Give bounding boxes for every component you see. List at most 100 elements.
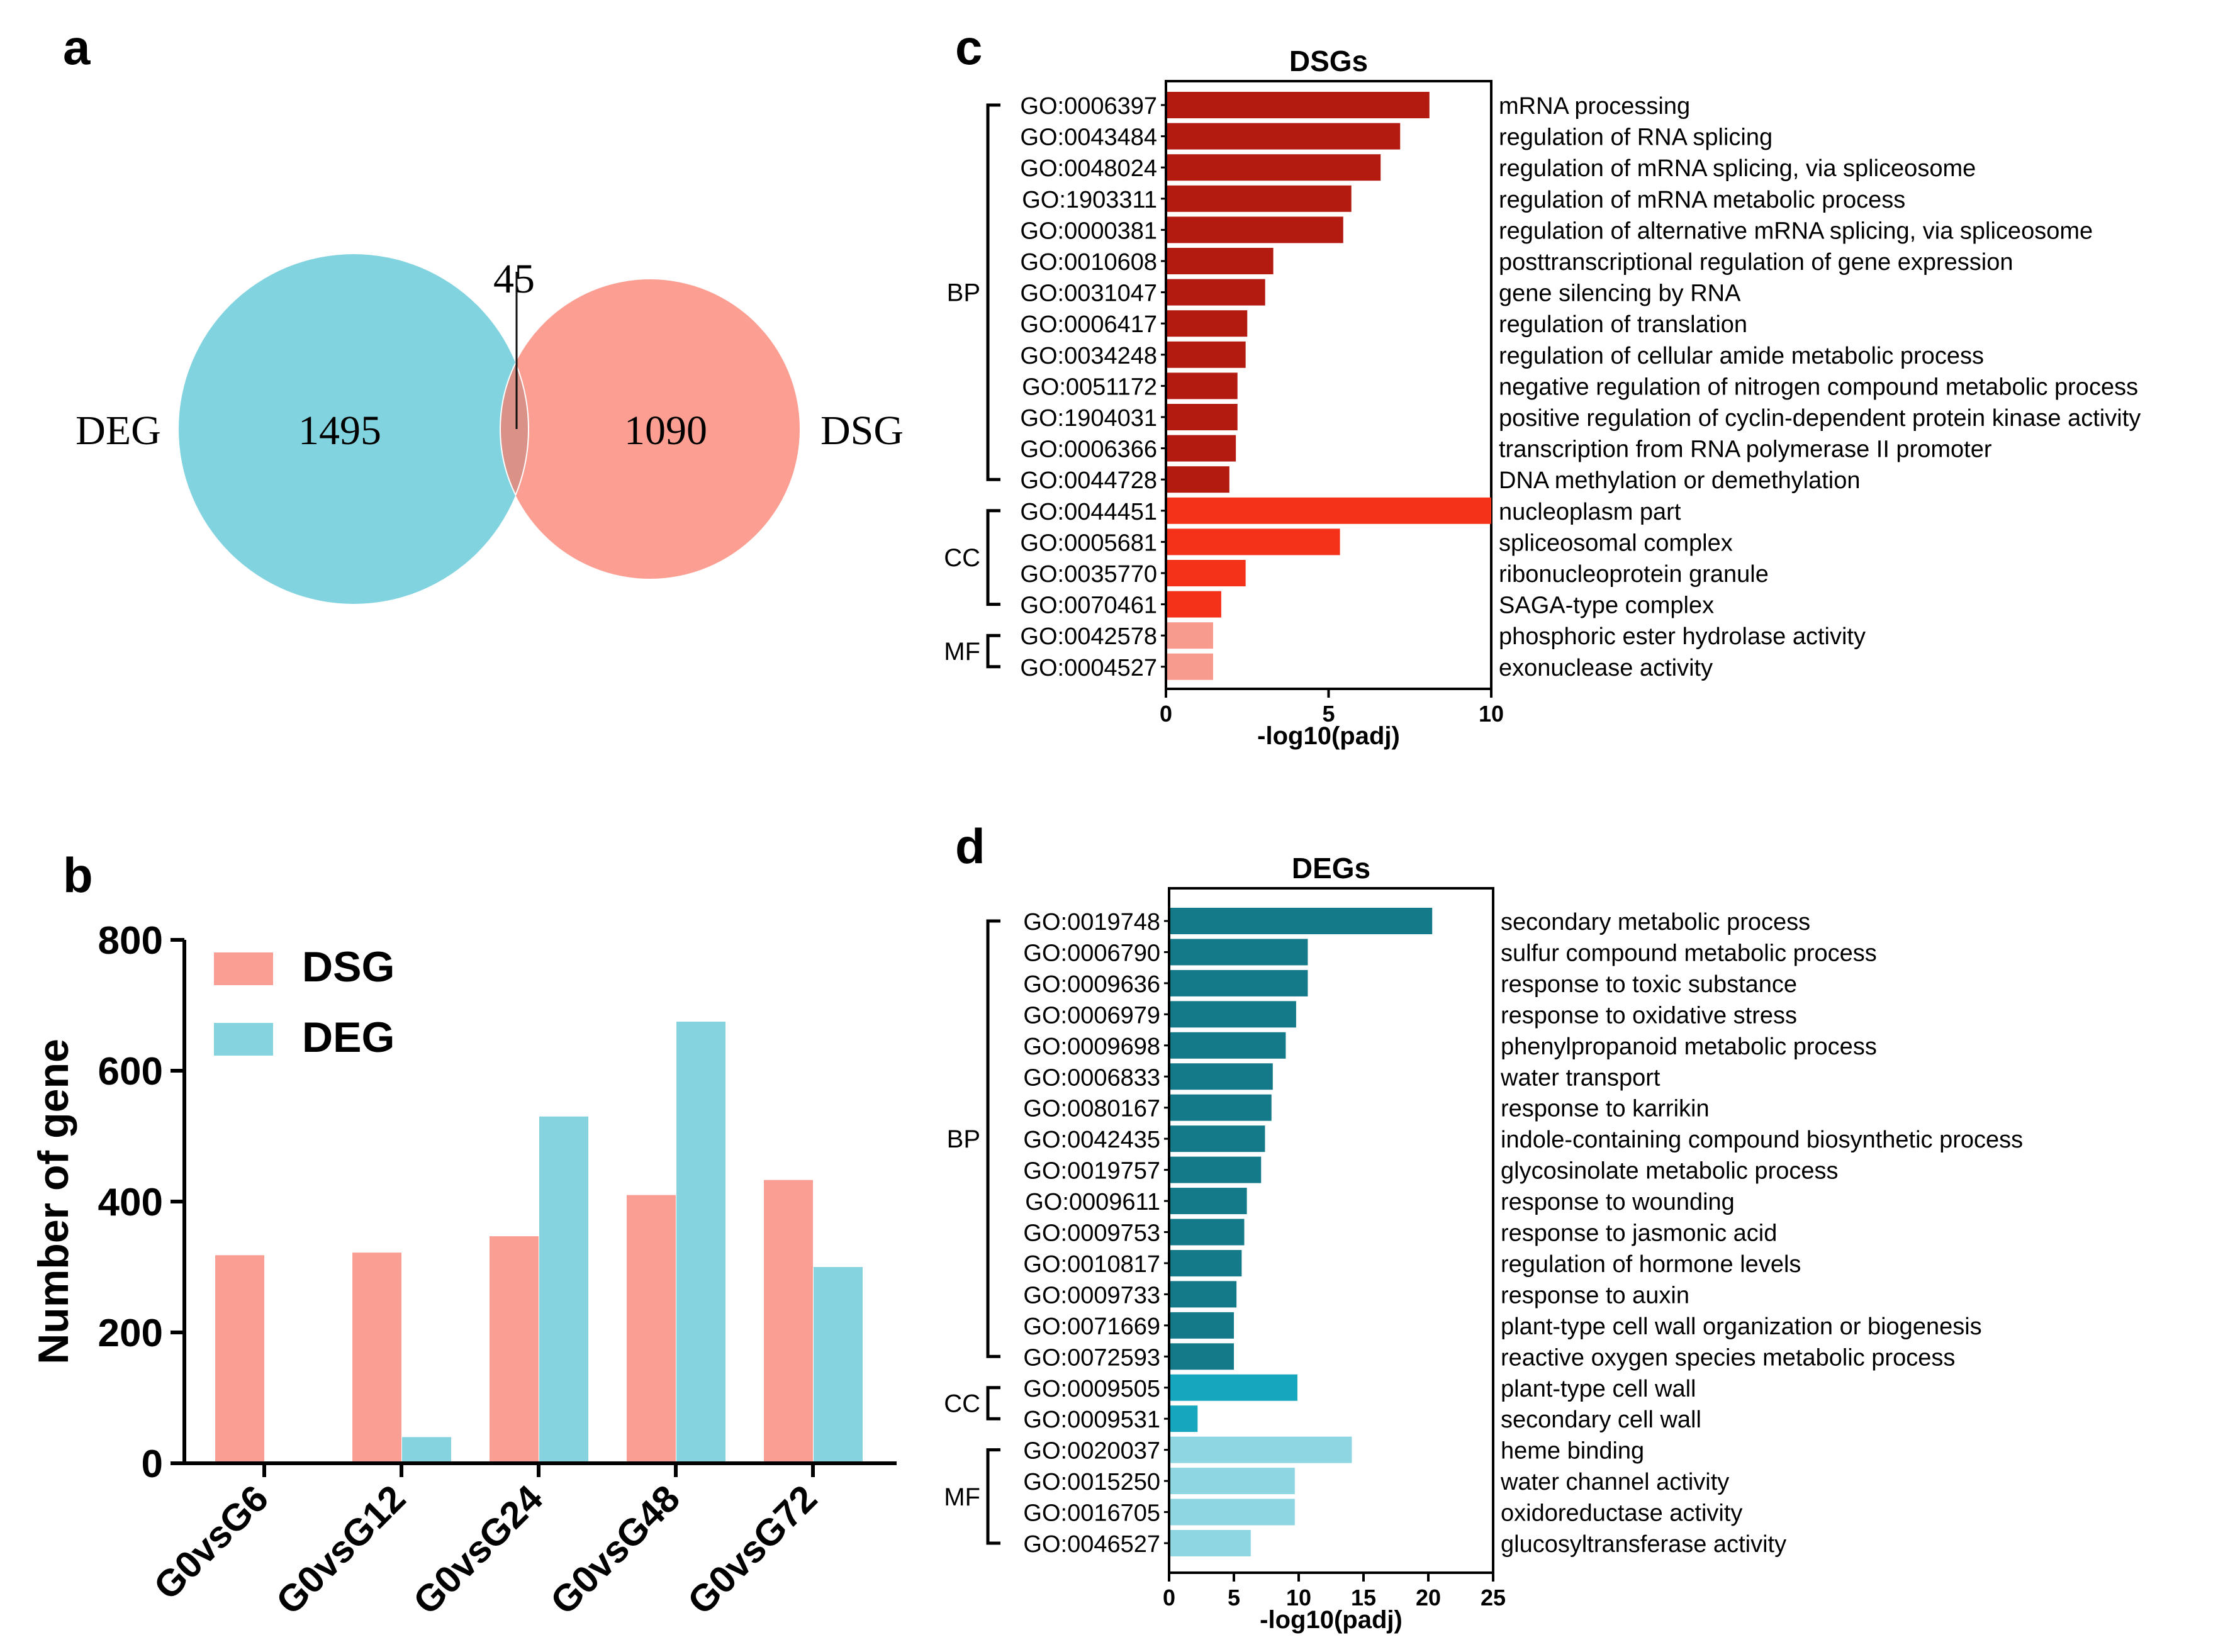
x-axis-title: -log10(padj) — [1257, 722, 1400, 750]
go-id-label: GO:0005681 — [1020, 530, 1157, 556]
go-term-label: regulation of cellular amide metabolic p… — [1499, 343, 1984, 369]
chart-go-degs: DEGs GO:0019748 secondary metabolic proces… — [944, 852, 2023, 1634]
go-id-label: GO:0042578 — [1020, 623, 1157, 650]
go-term-label: response to jasmonic acid — [1501, 1220, 1777, 1247]
go-id-label: GO:0071669 — [1023, 1314, 1160, 1340]
go-id-label: GO:0006833 — [1023, 1064, 1160, 1091]
bar-dsg — [627, 1195, 676, 1461]
x-tick-label: G0vsG24 — [405, 1476, 551, 1622]
go-term-label: ribonucleoprotein granule — [1499, 561, 1769, 588]
venn-left-label: DEG — [76, 408, 161, 454]
go-id-label: GO:0015250 — [1023, 1469, 1160, 1495]
go-term-label: transcription from RNA polymerase II pro… — [1499, 437, 1992, 463]
x-axis-title: -log10(padj) — [1260, 1606, 1403, 1634]
x-tick-label: 0 — [1160, 701, 1172, 727]
go-bar — [1167, 560, 1246, 586]
plot-frame — [1168, 887, 1494, 1574]
go-bar — [1170, 1094, 1272, 1121]
venn-overlap-region — [500, 361, 530, 497]
go-bar — [1170, 969, 1308, 996]
legend-swatch — [214, 952, 273, 985]
x-tick-label: G0vsG72 — [680, 1477, 825, 1622]
go-term-label: response to oxidative stress — [1501, 1002, 1797, 1029]
x-tick-label: 5 — [1228, 1585, 1240, 1610]
go-term-label: phosphoric ester hydrolase activity — [1499, 623, 1866, 650]
go-id-label: GO:0080167 — [1023, 1096, 1160, 1122]
go-id-label: GO:0048024 — [1020, 155, 1157, 182]
go-term-label: plant-type cell wall organization or bio… — [1501, 1314, 1982, 1340]
chart-gene-counts: 0 200 400 600 800 Number of gene G0vsG6G0vsG12… — [30, 919, 897, 1622]
go-id-label: GO:0031047 — [1020, 281, 1157, 307]
bar-dsg — [490, 1236, 539, 1461]
go-term-label: glycosinolate metabolic process — [1501, 1158, 1839, 1185]
go-term-label: water transport — [1500, 1064, 1660, 1091]
legend-label: DSG — [302, 943, 395, 991]
go-term-label: regulation of alternative mRNA splicing,… — [1499, 218, 2093, 244]
go-id-label: GO:0006417 — [1020, 311, 1157, 338]
go-term-label: negative regulation of nitrogen compound… — [1499, 374, 2138, 400]
go-bar — [1170, 1188, 1247, 1215]
go-id-label: GO:0009531 — [1023, 1407, 1160, 1433]
go-id-label: GO:0035770 — [1020, 561, 1157, 588]
go-term-label: glucosyltransferase activity — [1501, 1531, 1786, 1558]
go-term-label: response to auxin — [1501, 1282, 1689, 1309]
go-bar — [1170, 1312, 1234, 1339]
go-id-label: GO:0044728 — [1020, 467, 1157, 494]
go-bar — [1167, 279, 1265, 306]
y-tick-label: 600 — [98, 1050, 163, 1093]
go-id-label: GO:0009698 — [1023, 1034, 1160, 1060]
go-id-label: GO:0044451 — [1020, 499, 1157, 525]
x-tick-label: G0vsG12 — [268, 1477, 413, 1622]
bar-dsg — [215, 1255, 264, 1461]
go-id-label: GO:0072593 — [1023, 1344, 1160, 1371]
go-term-label: regulation of mRNA splicing, via spliceo… — [1499, 155, 1976, 182]
group-bracket — [986, 633, 1000, 669]
venn-circle-dsg — [500, 279, 800, 579]
group-label: CC — [944, 1390, 980, 1417]
x-tick-label: 10 — [1479, 701, 1504, 727]
go-bar — [1167, 653, 1213, 680]
group-bracket — [986, 1448, 1000, 1545]
go-term-label: gene silencing by RNA — [1499, 281, 1741, 307]
x-tick-label: 15 — [1351, 1585, 1376, 1610]
go-bar — [1167, 92, 1430, 118]
legend-label: DEG — [302, 1013, 395, 1061]
group-label: BP — [947, 1125, 980, 1153]
group-label: CC — [944, 544, 980, 572]
go-bar — [1170, 939, 1308, 966]
group-label: MF — [944, 638, 980, 666]
go-id-label: GO:0019757 — [1023, 1158, 1160, 1185]
go-term-label: regulation of mRNA metabolic process — [1499, 187, 1905, 213]
legend-swatch — [214, 1023, 273, 1056]
go-bar — [1170, 1374, 1297, 1401]
go-term-label: indole-containing compound biosynthetic … — [1501, 1127, 2023, 1153]
go-bar — [1170, 1343, 1234, 1370]
go-id-label: GO:0020037 — [1023, 1438, 1160, 1465]
go-id-label: GO:0046527 — [1023, 1531, 1160, 1558]
go-id-label: GO:1903311 — [1022, 187, 1157, 213]
go-id-label: GO:1904031 — [1020, 405, 1157, 432]
go-bar — [1167, 404, 1238, 430]
go-bar — [1170, 1125, 1265, 1152]
go-term-label: nucleoplasm part — [1499, 499, 1681, 525]
go-term-label: regulation of RNA splicing — [1499, 125, 1772, 151]
go-id-label: GO:0006397 — [1020, 93, 1157, 120]
go-id-label: GO:0004527 — [1020, 655, 1157, 681]
go-id-label: GO:0010817 — [1023, 1251, 1160, 1278]
go-term-label: reactive oxygen species metabolic proces… — [1501, 1344, 1955, 1371]
go-id-label: GO:0006979 — [1023, 1002, 1160, 1029]
chart-go-dsgs: DSGs GO:0006397 mRNA processing GO:0043484 r… — [944, 45, 2141, 750]
bar-deg — [539, 1116, 588, 1461]
y-tick-label: 0 — [142, 1443, 163, 1486]
panel-label-b: b — [63, 847, 93, 903]
panel-label-a: a — [63, 20, 91, 75]
go-term-label: posttranscriptional regulation of gene e… — [1499, 249, 2013, 276]
chart-title: DSGs — [1289, 45, 1368, 77]
go-bar — [1167, 435, 1236, 462]
go-id-label: GO:0009753 — [1023, 1220, 1160, 1247]
go-term-label: sulfur compound metabolic process — [1501, 940, 1877, 966]
y-axis-title: Number of gene — [30, 1039, 77, 1365]
go-term-label: oxidoreductase activity — [1501, 1500, 1742, 1527]
venn-diagram: 45 1495 1090 DEG DSG — [76, 254, 904, 604]
